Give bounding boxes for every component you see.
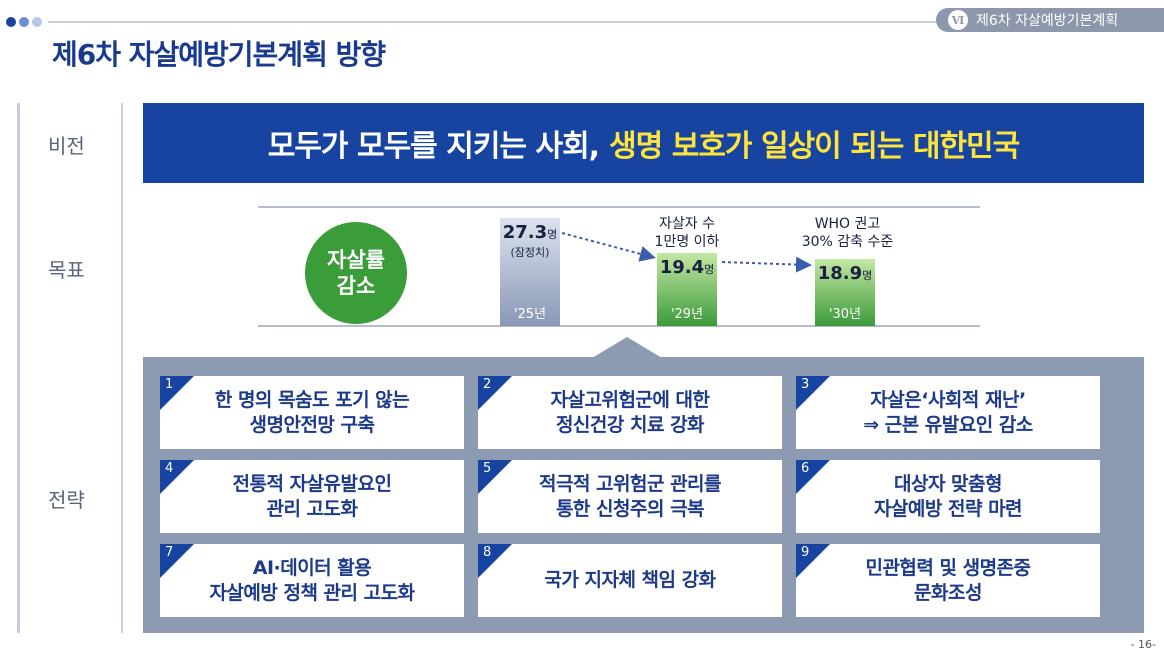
strategy-number: 5 [483,461,491,476]
strategy-text: 자살고위험군에 대한 정신건강 치료 강화 [551,388,710,437]
strategy-number: 7 [165,545,173,560]
strategy-text: AI·데이터 활용 자살예방 정책 관리 고도화 [209,556,415,605]
strategy-line1: 적극적 고위험군 관리를 [538,472,722,495]
header-divider [48,21,1164,23]
strategy-card-7: 7 AI·데이터 활용 자살예방 정책 관리 고도화 [160,544,464,617]
strategy-number: 1 [165,377,173,392]
target-2030-line1: WHO 권고 [814,216,881,232]
vision-highlight-text: 생명 보호가 일상이 되는 대한민국 [609,129,1020,164]
strategy-number-corner [160,460,194,494]
strategy-card-1: 1 한 명의 목숨도 포기 않는 생명안전망 구축 [160,376,464,449]
strategy-text: 적극적 고위험군 관리를 통한 신청주의 극복 [538,472,722,521]
bar-2029: 19.4명 '29년 [657,253,717,326]
vision-main-text: 모두가 모두를 지키는 사회, [267,129,600,164]
dot-2 [19,17,29,27]
strategy-text: 민관협력 및 생명존중 문화조성 [865,556,1031,605]
bar-2025: 27.3명 (잠정치) '25년 [500,218,560,326]
strategy-card-4: 4 전통적 자살유발요인 관리 고도화 [160,460,464,533]
strategy-line2: 생명안전망 구축 [249,413,375,436]
strategy-line1: 자살은‘사회적 재난’ [870,388,1026,411]
bar-2025-note: (잠정치) [510,246,550,259]
target-2030-line2: 30% 감축 수준 [801,233,894,250]
vision-banner: 모두가 모두를 지키는 사회, 생명 보호가 일상이 되는 대한민국 [143,103,1144,183]
strategy-card-9: 9 민관협력 및 생명존중 문화조성 [796,544,1100,617]
bar-2025-value: 27.3명 [502,222,558,243]
strategy-line2: 정신건강 치료 강화 [555,413,705,436]
target-2029-line2: 1만명 이하 [654,233,720,250]
strategy-line1: 전통적 자살유발요인 [232,472,392,495]
bar-2029-value: 19.4명 [659,257,715,278]
bar-2030-value: 18.9명 [817,263,873,284]
bar-2025-year: '25년 [513,307,547,322]
strategy-number-corner [478,544,512,578]
goal-circle-line2: 감소 [336,274,376,298]
target-2029: 자살자 수 1만명 이하 [627,216,747,251]
target-2030: WHO 권고 30% 감축 수준 [785,216,910,251]
strategy-line1: 민관협력 및 생명존중 [865,556,1031,579]
page-title: 제6차 자살예방기본계획 방향 [52,38,386,71]
strategy-line1: 국가 지자체 책임 강화 [544,569,716,592]
strategy-card-2: 2 자살고위험군에 대한 정신건강 치료 강화 [478,376,782,449]
bar-2029-year: '29년 [670,307,704,322]
arrow-2029-2030 [721,256,812,273]
bar-2030: 18.9명 '30년 [815,259,875,326]
strategy-line2: 자살예방 정책 관리 고도화 [209,581,415,604]
strategy-number: 4 [165,461,173,476]
goal-top-rule [258,206,980,208]
strategy-card-6: 6 대상자 맞춤형 자살예방 전략 마련 [796,460,1100,533]
goal-circle-line1: 자살률 [327,247,385,272]
dot-3 [32,17,42,27]
strategy-number: 2 [483,377,491,392]
strategy-number: 3 [801,377,809,392]
strategy-number: 8 [483,545,491,560]
strategy-line1: 자살고위험군에 대한 [550,388,710,411]
strategy-pointer [592,337,662,358]
strategy-number-corner [160,544,194,578]
strategy-text: 전통적 자살유발요인 관리 고도화 [233,472,392,521]
strategy-number-corner [796,376,830,410]
section-tab: Ⅵ 제6차 자살예방기본계획 [936,8,1164,32]
left-accent-bar [17,103,20,633]
strategy-text: 한 명의 목숨도 포기 않는 생명안전망 구축 [214,388,410,437]
strategy-number-corner [796,544,830,578]
strategy-line2: 자살예방 전략 마련 [873,497,1023,520]
header-dots [6,17,42,27]
strategy-line2: 통한 신청주의 극복 [555,497,705,520]
strategy-line2: 문화조성 [914,581,982,604]
strategy-number: 6 [801,461,809,476]
strategy-label: 전략 [48,488,85,512]
goal-bottom-rule [258,325,980,327]
goal-label: 목표 [48,258,85,282]
strategy-card-5: 5 적극적 고위험군 관리를 통한 신청주의 극복 [478,460,782,533]
page-number: - 16- [1130,638,1156,651]
strategy-line2: 관리 고도화 [266,497,358,520]
strategy-line1: AI·데이터 활용 [252,556,372,579]
strategy-card-3: 3 자살은‘사회적 재난’ ⇒ 근본 유발요인 감소 [796,376,1100,449]
section-badge: Ⅵ [948,10,968,30]
goal-circle: 자살률 감소 [305,222,407,324]
strategy-line1: 대상자 맞춤형 [893,472,1003,495]
strategy-text: 국가 지자체 책임 강화 [544,568,716,593]
bar-2030-year: '30년 [828,307,862,322]
strategy-number-corner [160,376,194,410]
strategy-text: 자살은‘사회적 재난’ ⇒ 근본 유발요인 감소 [863,388,1033,437]
strategy-number-corner [796,460,830,494]
strategy-number-corner [478,376,512,410]
strategy-card-8: 8 국가 지자체 책임 강화 [478,544,782,617]
target-2029-line1: 자살자 수 [659,216,715,232]
strategy-number: 9 [801,545,809,560]
dot-1 [6,17,16,27]
label-column-divider [121,103,123,633]
section-title: 제6차 자살예방기본계획 [976,13,1119,29]
strategy-line1: 한 명의 목숨도 포기 않는 [214,388,410,411]
strategy-text: 대상자 맞춤형 자살예방 전략 마련 [873,472,1023,521]
strategy-line2: ⇒ 근본 유발요인 감소 [863,413,1033,436]
vision-label: 비전 [48,134,85,158]
strategy-number-corner [478,460,512,494]
